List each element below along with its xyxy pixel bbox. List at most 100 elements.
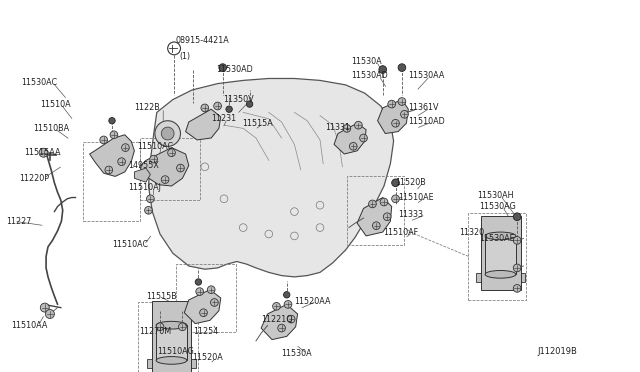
Circle shape (284, 292, 290, 298)
Text: 11530AG: 11530AG (479, 202, 515, 211)
Text: 08915-4421A: 08915-4421A (176, 36, 230, 45)
Circle shape (147, 195, 154, 203)
Text: 11333: 11333 (398, 210, 423, 219)
Circle shape (513, 285, 521, 292)
Text: 11320: 11320 (460, 228, 484, 237)
Circle shape (349, 142, 357, 150)
Circle shape (214, 102, 221, 110)
Text: 11510AJ: 11510AJ (128, 183, 161, 192)
Text: 11510AD: 11510AD (408, 118, 445, 126)
Text: 11220P: 11220P (19, 174, 49, 183)
Circle shape (207, 286, 215, 294)
Circle shape (105, 166, 113, 174)
Circle shape (401, 110, 408, 118)
Polygon shape (140, 148, 189, 186)
Text: 11361V: 11361V (408, 103, 439, 112)
Bar (485, 236, 516, 274)
Circle shape (118, 158, 125, 166)
Text: 11515AA: 11515AA (24, 148, 61, 157)
Text: 11530AH: 11530AH (477, 191, 513, 200)
Polygon shape (148, 78, 394, 277)
Circle shape (219, 64, 227, 71)
Circle shape (195, 279, 202, 285)
Circle shape (161, 176, 169, 183)
Polygon shape (90, 135, 134, 176)
Bar (481, 216, 521, 290)
Circle shape (156, 323, 164, 331)
Bar (152, 301, 191, 372)
Circle shape (45, 310, 54, 318)
Polygon shape (134, 168, 150, 182)
Text: 14955X: 14955X (128, 161, 159, 170)
Text: 11530AD: 11530AD (216, 65, 253, 74)
Circle shape (513, 237, 521, 244)
Text: 11227: 11227 (6, 217, 32, 226)
Circle shape (383, 213, 391, 221)
Polygon shape (378, 100, 408, 134)
Text: 11510A: 11510A (40, 100, 70, 109)
Circle shape (388, 100, 396, 108)
Text: J112019B: J112019B (538, 347, 577, 356)
Circle shape (100, 136, 108, 144)
Circle shape (278, 324, 285, 332)
Circle shape (343, 125, 351, 132)
Circle shape (150, 155, 157, 163)
Circle shape (392, 119, 399, 127)
Bar (156, 325, 187, 360)
Circle shape (168, 149, 175, 157)
Polygon shape (186, 109, 221, 140)
Text: 11510AF: 11510AF (383, 228, 418, 237)
Circle shape (122, 144, 129, 151)
Polygon shape (184, 290, 221, 324)
Text: 11350V: 11350V (223, 95, 253, 104)
Polygon shape (261, 304, 298, 340)
Circle shape (109, 118, 115, 124)
Text: 11515A: 11515A (242, 119, 273, 128)
Circle shape (360, 134, 367, 142)
Text: 11520A: 11520A (192, 353, 223, 362)
Circle shape (200, 309, 207, 317)
Text: 11515B: 11515B (146, 292, 177, 301)
Text: 11231: 11231 (211, 114, 236, 123)
Circle shape (355, 121, 362, 129)
Circle shape (372, 222, 380, 230)
Circle shape (211, 299, 218, 306)
Text: 11510AC: 11510AC (112, 240, 148, 249)
Text: 11510BA: 11510BA (33, 124, 69, 133)
Text: 11270M: 11270M (140, 327, 172, 336)
Polygon shape (357, 198, 392, 236)
Circle shape (398, 64, 406, 71)
Ellipse shape (156, 321, 187, 329)
Circle shape (398, 98, 406, 105)
Circle shape (379, 66, 387, 73)
Circle shape (287, 315, 295, 323)
Ellipse shape (485, 270, 516, 278)
Text: 11520B: 11520B (396, 178, 426, 187)
Circle shape (177, 164, 184, 172)
Circle shape (392, 179, 399, 187)
Circle shape (155, 121, 180, 146)
Circle shape (284, 301, 292, 308)
Text: 11254: 11254 (193, 327, 218, 336)
Circle shape (201, 104, 209, 112)
Text: 11530AA: 11530AA (408, 71, 445, 80)
Circle shape (380, 198, 388, 206)
Text: 11530A: 11530A (351, 57, 381, 66)
Circle shape (145, 206, 152, 214)
Circle shape (513, 213, 521, 221)
Circle shape (196, 288, 204, 295)
Circle shape (246, 101, 253, 107)
Circle shape (226, 106, 232, 112)
Circle shape (369, 200, 376, 208)
Text: 11331: 11331 (325, 123, 350, 132)
Text: 11510AG: 11510AG (157, 347, 193, 356)
Circle shape (273, 302, 280, 310)
Ellipse shape (156, 356, 187, 364)
Circle shape (110, 131, 118, 139)
Text: 1122B: 1122B (134, 103, 160, 112)
Circle shape (161, 127, 174, 140)
Text: 11221Q: 11221Q (261, 315, 292, 324)
Circle shape (392, 195, 399, 203)
Text: (1): (1) (179, 52, 190, 61)
Text: 11530AD: 11530AD (351, 71, 387, 80)
